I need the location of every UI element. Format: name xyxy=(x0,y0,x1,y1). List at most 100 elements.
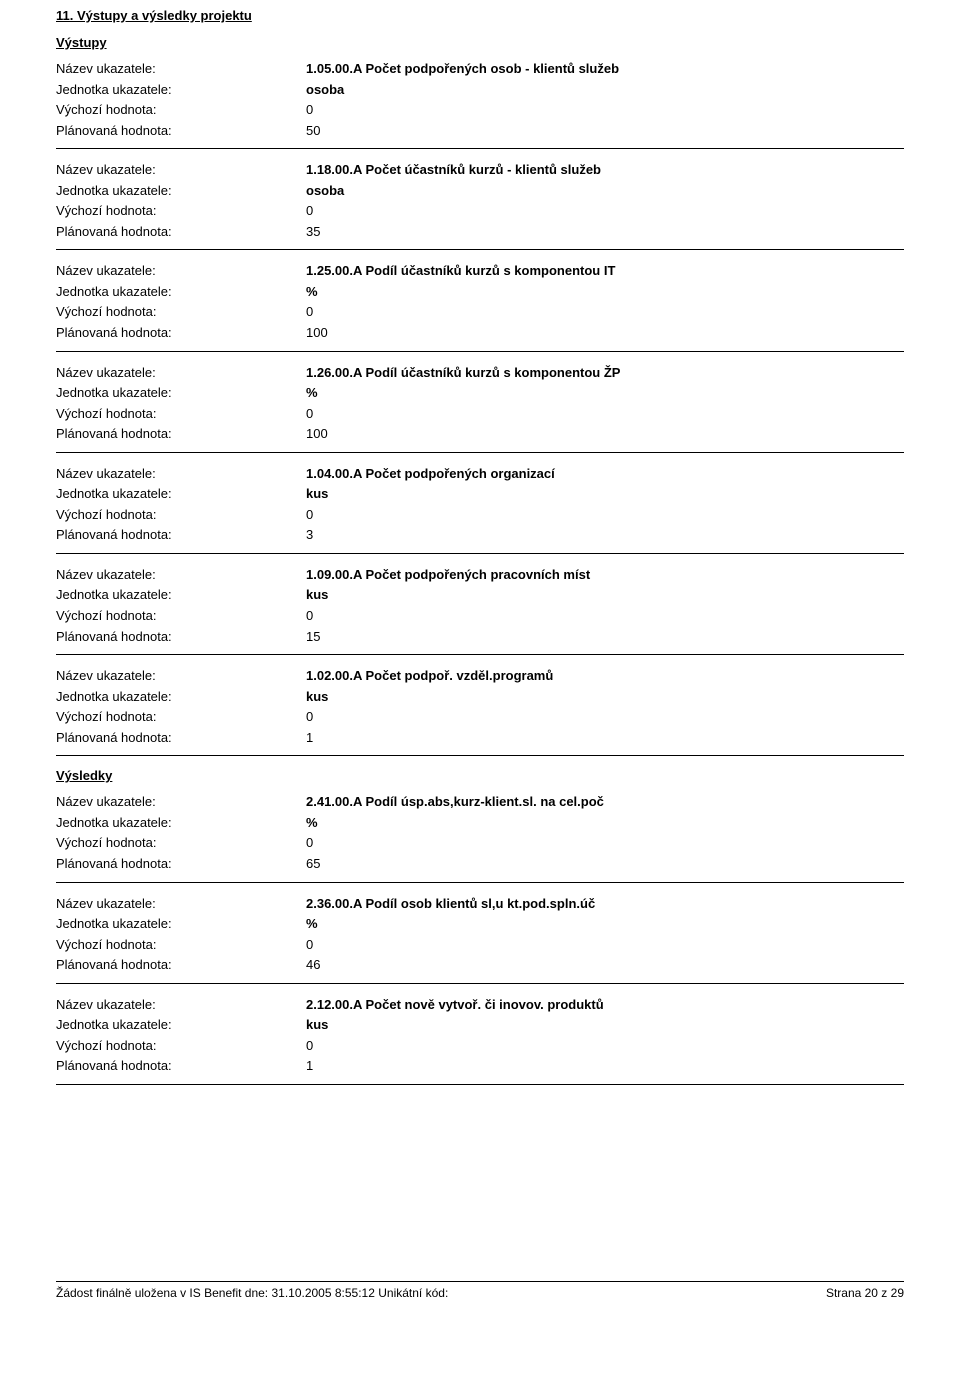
indicator-row: Název ukazatele:1.18.00.A Počet účastník… xyxy=(56,161,904,179)
indicator-row: Výchozí hodnota:0 xyxy=(56,101,904,119)
field-label: Jednotka ukazatele: xyxy=(56,283,306,301)
field-label: Název ukazatele: xyxy=(56,566,306,584)
indicator-row: Plánovaná hodnota:65 xyxy=(56,855,904,873)
indicator-row: Název ukazatele:1.09.00.A Počet podpořen… xyxy=(56,566,904,584)
indicator-planned: 1 xyxy=(306,729,904,747)
indicator-planned: 100 xyxy=(306,324,904,342)
indicator-initial: 0 xyxy=(306,607,904,625)
field-label: Výchozí hodnota: xyxy=(56,1037,306,1055)
indicator-block: Název ukazatele:1.18.00.A Počet účastník… xyxy=(56,161,904,250)
indicator-row: Název ukazatele:1.26.00.A Podíl účastník… xyxy=(56,364,904,382)
indicator-unit: osoba xyxy=(306,81,904,99)
field-label: Výchozí hodnota: xyxy=(56,303,306,321)
field-label: Název ukazatele: xyxy=(56,262,306,280)
indicator-row: Výchozí hodnota:0 xyxy=(56,202,904,220)
field-label: Název ukazatele: xyxy=(56,161,306,179)
field-label: Plánovaná hodnota: xyxy=(56,425,306,443)
field-label: Výchozí hodnota: xyxy=(56,936,306,954)
indicator-name: 2.12.00.A Počet nově vytvoř. či inovov. … xyxy=(306,996,904,1014)
indicator-row: Jednotka ukazatele:% xyxy=(56,814,904,832)
indicator-row: Jednotka ukazatele:% xyxy=(56,283,904,301)
indicator-name: 2.36.00.A Podíl osob klientů sl,u kt.pod… xyxy=(306,895,904,913)
indicator-row: Plánovaná hodnota:15 xyxy=(56,628,904,646)
indicator-row: Výchozí hodnota:0 xyxy=(56,1037,904,1055)
indicator-name: 1.02.00.A Počet podpoř. vzděl.programů xyxy=(306,667,904,685)
indicator-row: Plánovaná hodnota:35 xyxy=(56,223,904,241)
indicator-row: Výchozí hodnota:0 xyxy=(56,405,904,423)
indicator-initial: 0 xyxy=(306,506,904,524)
field-label: Plánovaná hodnota: xyxy=(56,1057,306,1075)
indicator-name: 1.09.00.A Počet podpořených pracovních m… xyxy=(306,566,904,584)
field-label: Plánovaná hodnota: xyxy=(56,122,306,140)
field-label: Jednotka ukazatele: xyxy=(56,182,306,200)
indicator-planned: 65 xyxy=(306,855,904,873)
field-label: Název ukazatele: xyxy=(56,667,306,685)
field-label: Výchozí hodnota: xyxy=(56,708,306,726)
indicator-initial: 0 xyxy=(306,834,904,852)
indicator-row: Název ukazatele:2.36.00.A Podíl osob kli… xyxy=(56,895,904,913)
indicator-planned: 3 xyxy=(306,526,904,544)
field-label: Výchozí hodnota: xyxy=(56,607,306,625)
indicator-block: Název ukazatele:1.04.00.A Počet podpořen… xyxy=(56,465,904,554)
field-label: Název ukazatele: xyxy=(56,793,306,811)
indicator-row: Plánovaná hodnota:1 xyxy=(56,729,904,747)
footer-right: Strana 20 z 29 xyxy=(826,1286,904,1325)
field-label: Jednotka ukazatele: xyxy=(56,1016,306,1034)
field-label: Plánovaná hodnota: xyxy=(56,956,306,974)
field-label: Název ukazatele: xyxy=(56,996,306,1014)
subsection-title-vystupy: Výstupy xyxy=(56,35,904,50)
indicator-name: 2.41.00.A Podíl úsp.abs,kurz-klient.sl. … xyxy=(306,793,904,811)
section-title: 11. Výstupy a výsledky projektu xyxy=(56,8,904,23)
field-label: Název ukazatele: xyxy=(56,60,306,78)
indicator-row: Plánovaná hodnota:3 xyxy=(56,526,904,544)
page-footer: Žádost finálně uložena v IS Benefit dne:… xyxy=(56,1281,904,1325)
field-label: Plánovaná hodnota: xyxy=(56,223,306,241)
indicator-block: Název ukazatele:1.05.00.A Počet podpořen… xyxy=(56,60,904,149)
indicator-row: Plánovaná hodnota:1 xyxy=(56,1057,904,1075)
indicator-block: Název ukazatele:2.41.00.A Podíl úsp.abs,… xyxy=(56,793,904,882)
indicator-name: 1.25.00.A Podíl účastníků kurzů s kompon… xyxy=(306,262,904,280)
field-label: Název ukazatele: xyxy=(56,895,306,913)
field-label: Jednotka ukazatele: xyxy=(56,586,306,604)
field-label: Výchozí hodnota: xyxy=(56,101,306,119)
indicator-unit: % xyxy=(306,814,904,832)
indicator-unit: kus xyxy=(306,586,904,604)
footer-left: Žádost finálně uložena v IS Benefit dne:… xyxy=(56,1286,448,1325)
indicator-planned: 35 xyxy=(306,223,904,241)
field-label: Jednotka ukazatele: xyxy=(56,915,306,933)
field-label: Výchozí hodnota: xyxy=(56,506,306,524)
indicator-row: Výchozí hodnota:0 xyxy=(56,936,904,954)
indicator-row: Jednotka ukazatele:osoba xyxy=(56,81,904,99)
indicator-row: Plánovaná hodnota:46 xyxy=(56,956,904,974)
field-label: Plánovaná hodnota: xyxy=(56,855,306,873)
indicator-initial: 0 xyxy=(306,1037,904,1055)
indicator-planned: 1 xyxy=(306,1057,904,1075)
indicator-row: Název ukazatele:2.12.00.A Počet nově vyt… xyxy=(56,996,904,1014)
field-label: Plánovaná hodnota: xyxy=(56,526,306,544)
indicator-unit: osoba xyxy=(306,182,904,200)
indicator-block: Název ukazatele:1.09.00.A Počet podpořen… xyxy=(56,566,904,655)
field-label: Plánovaná hodnota: xyxy=(56,324,306,342)
indicator-row: Výchozí hodnota:0 xyxy=(56,303,904,321)
indicator-row: Jednotka ukazatele:kus xyxy=(56,1016,904,1034)
indicator-name: 1.05.00.A Počet podpořených osob - klien… xyxy=(306,60,904,78)
indicator-initial: 0 xyxy=(306,101,904,119)
indicator-row: Název ukazatele:1.02.00.A Počet podpoř. … xyxy=(56,667,904,685)
field-label: Výchozí hodnota: xyxy=(56,202,306,220)
indicator-row: Název ukazatele:2.41.00.A Podíl úsp.abs,… xyxy=(56,793,904,811)
vysledky-container: Název ukazatele:2.41.00.A Podíl úsp.abs,… xyxy=(56,793,904,1085)
indicator-unit: % xyxy=(306,384,904,402)
indicator-row: Výchozí hodnota:0 xyxy=(56,506,904,524)
indicator-row: Jednotka ukazatele:kus xyxy=(56,688,904,706)
field-label: Plánovaná hodnota: xyxy=(56,729,306,747)
indicator-row: Název ukazatele:1.25.00.A Podíl účastník… xyxy=(56,262,904,280)
indicator-row: Výchozí hodnota:0 xyxy=(56,607,904,625)
field-label: Výchozí hodnota: xyxy=(56,834,306,852)
indicator-unit: % xyxy=(306,283,904,301)
indicator-row: Plánovaná hodnota:100 xyxy=(56,324,904,342)
field-label: Výchozí hodnota: xyxy=(56,405,306,423)
indicator-initial: 0 xyxy=(306,936,904,954)
indicator-block: Název ukazatele:1.02.00.A Počet podpoř. … xyxy=(56,667,904,756)
indicator-name: 1.04.00.A Počet podpořených organizací xyxy=(306,465,904,483)
indicator-block: Název ukazatele:2.12.00.A Počet nově vyt… xyxy=(56,996,904,1085)
